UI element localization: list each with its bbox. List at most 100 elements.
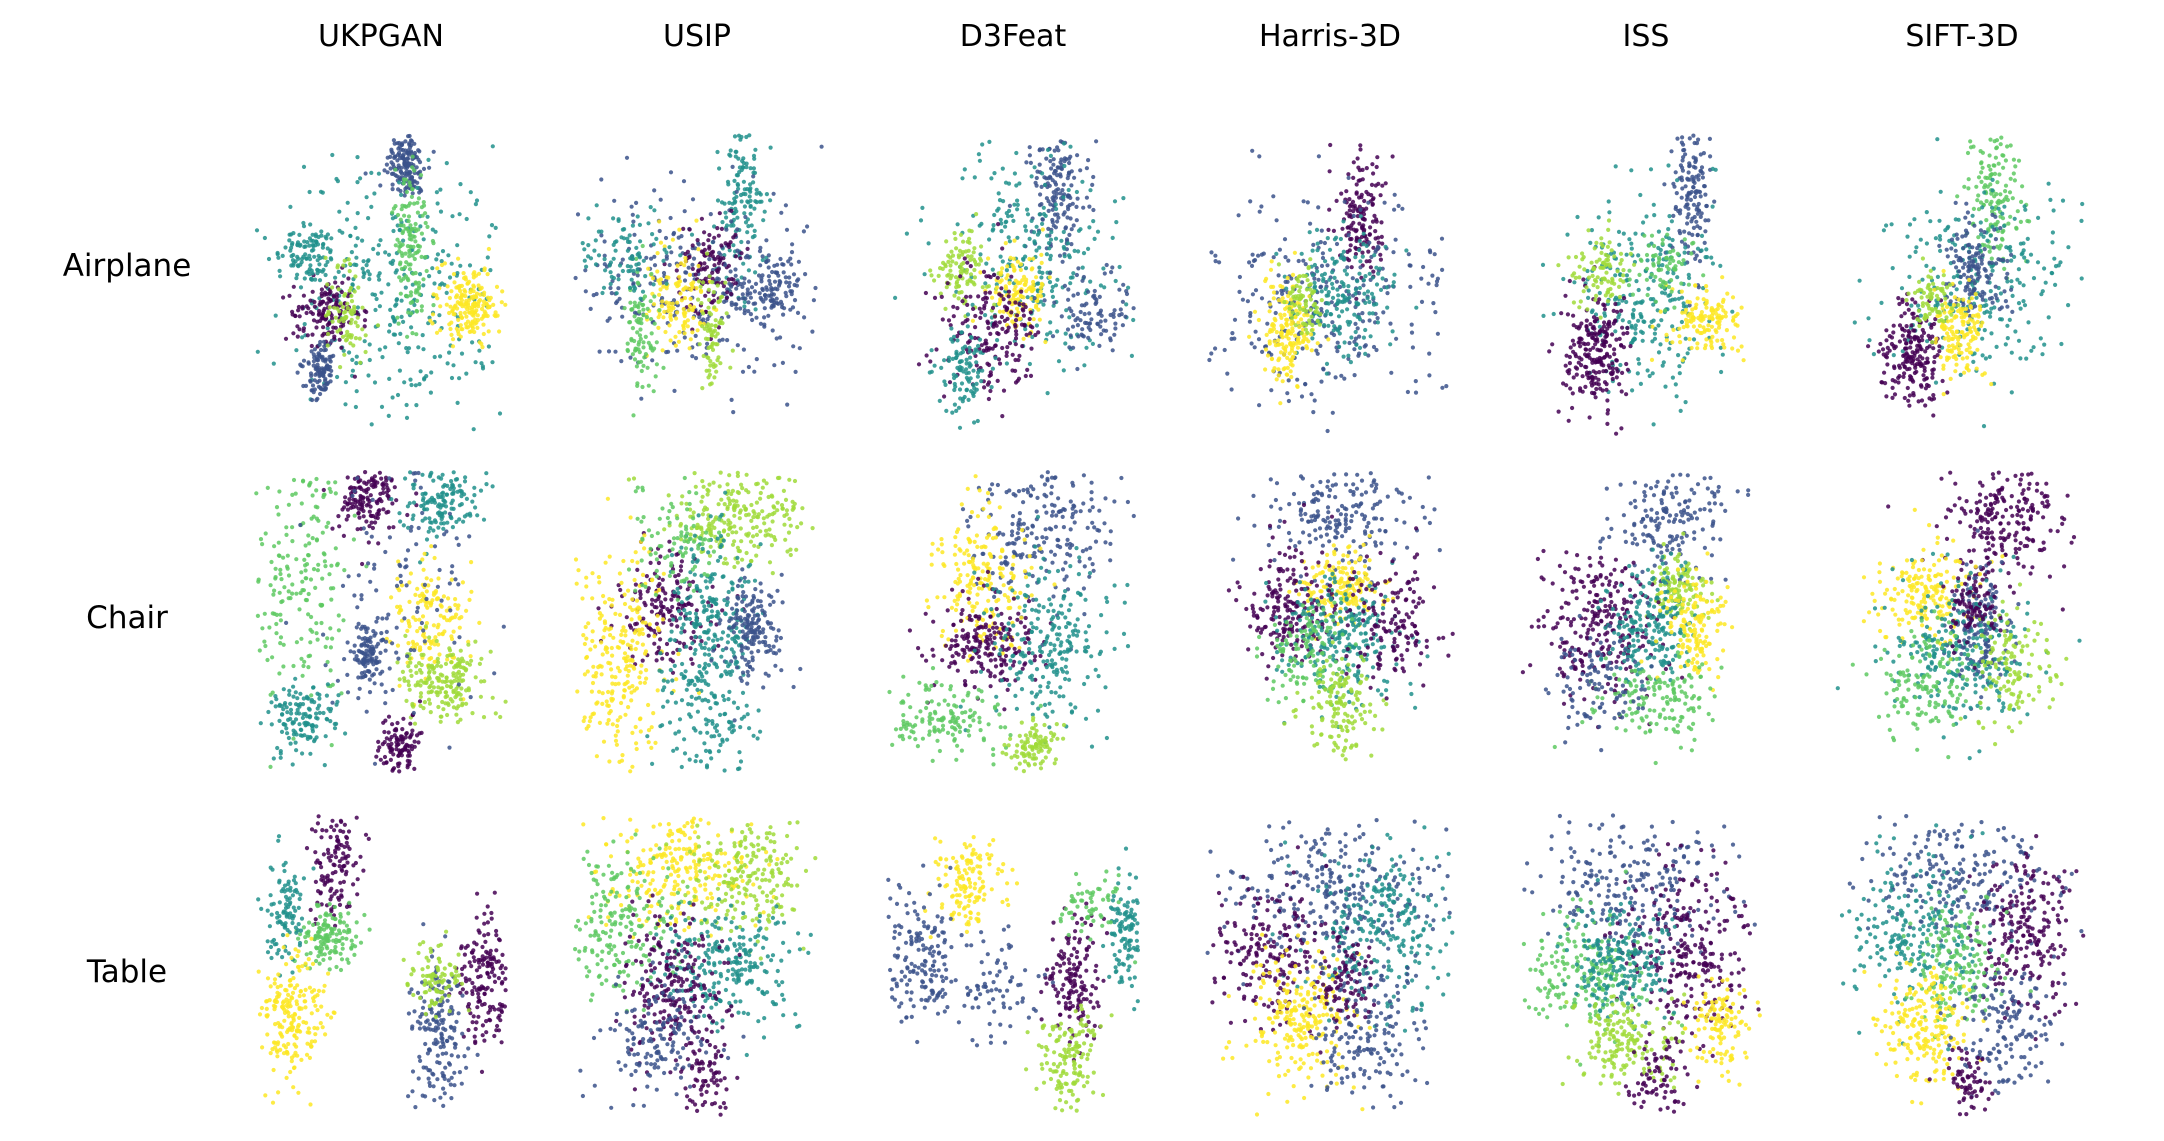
point bbox=[731, 410, 736, 415]
point bbox=[670, 237, 676, 242]
point bbox=[980, 368, 985, 373]
point bbox=[702, 230, 707, 235]
point bbox=[1050, 334, 1056, 339]
point bbox=[1071, 345, 1076, 350]
point bbox=[1576, 326, 1581, 331]
point bbox=[747, 194, 752, 199]
point bbox=[1112, 332, 1117, 337]
point bbox=[1027, 236, 1032, 241]
point bbox=[1715, 338, 1720, 343]
point bbox=[1303, 323, 1309, 328]
point bbox=[641, 345, 646, 350]
point bbox=[322, 348, 327, 353]
point bbox=[678, 291, 683, 296]
point bbox=[1101, 266, 1106, 271]
point bbox=[1052, 171, 1057, 176]
point bbox=[669, 250, 674, 255]
point bbox=[1605, 421, 1610, 426]
point bbox=[1307, 283, 1312, 288]
point bbox=[1597, 348, 1602, 353]
point bbox=[383, 345, 388, 350]
point bbox=[739, 134, 744, 140]
point bbox=[397, 249, 402, 254]
point bbox=[1308, 287, 1313, 292]
point bbox=[1034, 275, 1039, 280]
point bbox=[1699, 211, 1704, 216]
point bbox=[1108, 312, 1113, 318]
point bbox=[323, 255, 328, 260]
point bbox=[497, 411, 503, 416]
point bbox=[968, 272, 974, 277]
point bbox=[1673, 170, 1678, 175]
point bbox=[280, 253, 285, 258]
point bbox=[474, 295, 479, 300]
point bbox=[396, 187, 401, 192]
point bbox=[641, 313, 646, 318]
point bbox=[1359, 192, 1364, 197]
point bbox=[1082, 363, 1087, 368]
point bbox=[486, 329, 491, 334]
point bbox=[1685, 215, 1690, 220]
point bbox=[1650, 257, 1656, 262]
point bbox=[959, 381, 965, 386]
point bbox=[976, 370, 981, 375]
point bbox=[330, 330, 335, 335]
point bbox=[364, 195, 369, 200]
point bbox=[983, 338, 988, 343]
point bbox=[1650, 339, 1655, 344]
point bbox=[1209, 351, 1214, 356]
point bbox=[333, 280, 338, 285]
point bbox=[458, 263, 463, 268]
point bbox=[399, 142, 405, 148]
point bbox=[1720, 338, 1725, 343]
point bbox=[599, 177, 604, 182]
point bbox=[1117, 313, 1122, 318]
point bbox=[483, 313, 488, 318]
point bbox=[664, 281, 669, 286]
point bbox=[1550, 342, 1555, 347]
point bbox=[967, 349, 972, 354]
point bbox=[350, 357, 355, 362]
point bbox=[1075, 291, 1080, 296]
point bbox=[1585, 307, 1590, 312]
point bbox=[1595, 275, 1600, 280]
point bbox=[438, 209, 444, 214]
point bbox=[1687, 163, 1692, 168]
point bbox=[1392, 272, 1397, 277]
point bbox=[1285, 355, 1290, 360]
point bbox=[316, 351, 321, 356]
point bbox=[752, 289, 758, 294]
point bbox=[307, 257, 313, 262]
point bbox=[746, 300, 751, 305]
point bbox=[336, 269, 341, 274]
point bbox=[399, 266, 404, 271]
point bbox=[1342, 340, 1347, 345]
point bbox=[956, 296, 961, 301]
point bbox=[421, 347, 426, 352]
point bbox=[379, 290, 384, 295]
point bbox=[254, 228, 260, 233]
point bbox=[337, 327, 343, 332]
point bbox=[1312, 285, 1317, 290]
point bbox=[979, 343, 984, 348]
point bbox=[1049, 166, 1054, 171]
point bbox=[634, 200, 639, 205]
point bbox=[1581, 277, 1586, 282]
point bbox=[1613, 164, 1618, 169]
point bbox=[1055, 219, 1060, 224]
point bbox=[1062, 283, 1067, 288]
point bbox=[1704, 203, 1709, 209]
point bbox=[775, 270, 780, 275]
point bbox=[1335, 327, 1340, 332]
point bbox=[435, 252, 440, 257]
point bbox=[1327, 207, 1332, 212]
point bbox=[1015, 207, 1020, 212]
point bbox=[403, 265, 408, 270]
point bbox=[1103, 318, 1108, 323]
point bbox=[651, 389, 656, 394]
point bbox=[1253, 329, 1258, 334]
point bbox=[296, 256, 301, 261]
point bbox=[1663, 291, 1668, 296]
point bbox=[961, 369, 966, 374]
point bbox=[1097, 294, 1102, 299]
